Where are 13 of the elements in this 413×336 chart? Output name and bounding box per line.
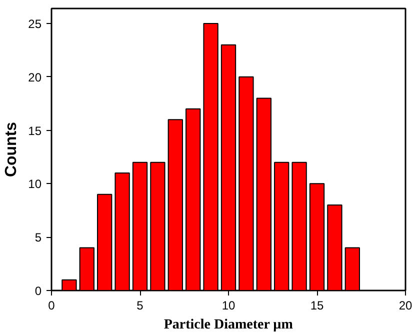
- y-tick-label: 20: [28, 70, 42, 84]
- x-tick-label: 15: [310, 298, 324, 312]
- x-tick-label: 5: [136, 298, 144, 312]
- y-tick-label: 0: [34, 284, 42, 298]
- y-tick-label: 5: [34, 230, 42, 245]
- y-tick-label: 10: [28, 177, 42, 192]
- x-tick-label: 10: [222, 298, 236, 312]
- y-axis-title: Counts: [3, 122, 20, 178]
- x-axis-title: Particle Diameter µm: [164, 318, 294, 332]
- x-tick-label: 0: [48, 298, 56, 312]
- y-tick-label: 25: [28, 16, 42, 31]
- x-tick-label: 20: [398, 298, 412, 312]
- y-tick-label: 15: [28, 124, 42, 138]
